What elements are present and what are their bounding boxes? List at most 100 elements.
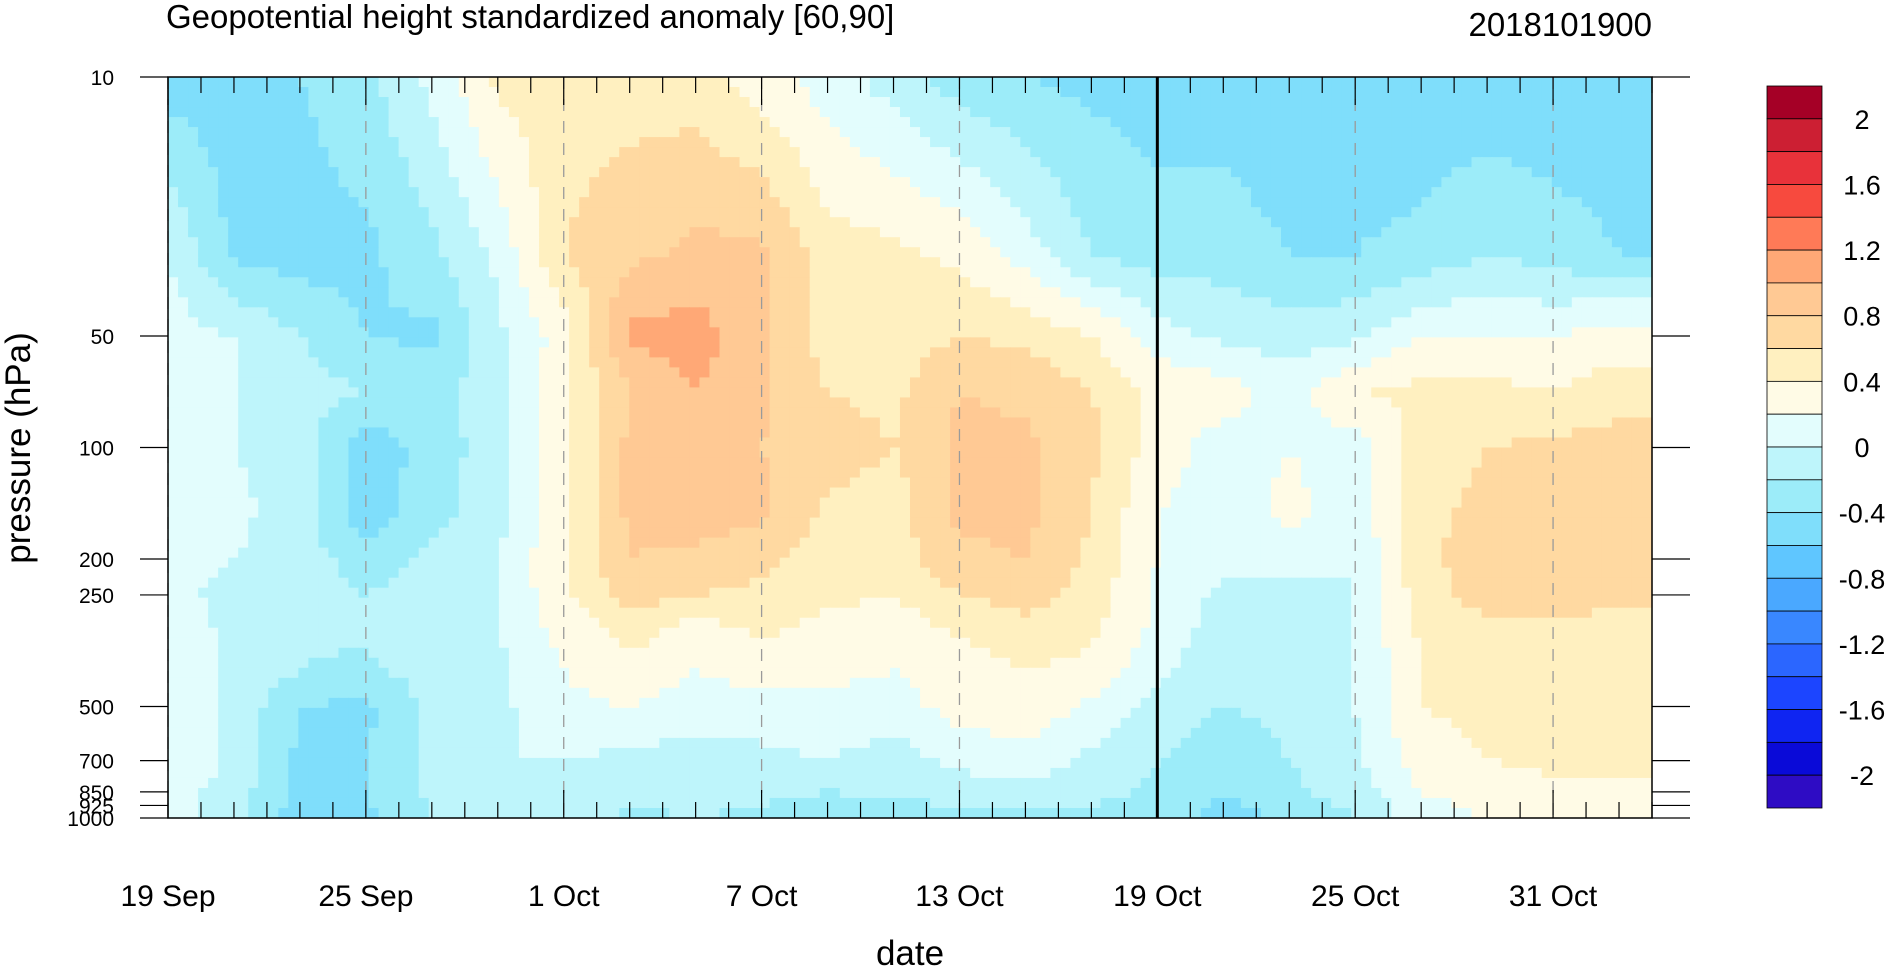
contour-cell <box>498 257 510 268</box>
contour-cell <box>168 317 179 328</box>
contour-cell <box>178 217 189 228</box>
contour-cell <box>669 147 680 158</box>
contour-cell <box>1210 267 1222 278</box>
contour-cell <box>238 277 249 288</box>
contour-cell <box>208 177 219 188</box>
contour-cell <box>789 317 801 328</box>
contour-cell <box>940 197 951 208</box>
contour-cell <box>358 307 370 318</box>
contour-cell <box>258 277 269 288</box>
contour-cell <box>679 387 691 399</box>
contour-cell <box>218 267 229 278</box>
contour-cell <box>1020 137 1031 148</box>
contour-cell <box>228 357 239 368</box>
contour-cell <box>579 187 590 198</box>
contour-cell <box>1571 387 1583 399</box>
contour-cell <box>248 157 259 168</box>
contour-cell <box>258 177 269 188</box>
contour-cell <box>1481 157 1493 168</box>
contour-cell <box>1050 397 1062 409</box>
contour-cell <box>940 137 951 148</box>
contour-cell <box>1361 97 1372 108</box>
contour-cell <box>1050 297 1062 308</box>
contour-cell <box>388 77 400 88</box>
contour-cell <box>288 227 299 238</box>
contour-cell <box>1401 177 1412 188</box>
contour-cell <box>769 157 781 168</box>
contour-cell <box>749 187 761 198</box>
contour-cell <box>288 127 299 138</box>
contour-cell <box>468 157 480 168</box>
contour-cell <box>1561 97 1573 108</box>
contour-cell <box>1451 367 1463 378</box>
contour-cell <box>488 107 500 118</box>
contour-cell <box>669 327 680 338</box>
contour-cell <box>358 387 370 399</box>
contour-cell <box>899 107 911 118</box>
contour-cell <box>1311 77 1322 88</box>
contour-cell <box>268 247 279 258</box>
contour-cell <box>579 307 590 318</box>
contour-cell <box>328 157 340 168</box>
contour-cell <box>358 197 370 208</box>
contour-cell <box>1170 167 1182 178</box>
contour-cell <box>358 87 370 98</box>
contour-cell <box>659 267 670 278</box>
contour-cell <box>549 377 560 389</box>
contour-cell <box>1611 377 1623 389</box>
contour-cell <box>1491 157 1503 168</box>
contour-cell <box>960 187 971 198</box>
contour-cell <box>288 167 299 178</box>
contour-cell <box>1140 137 1152 148</box>
contour-cell <box>709 87 721 98</box>
contour-cell <box>1010 167 1021 178</box>
contour-cell <box>1491 277 1503 288</box>
contour-cell <box>518 207 530 218</box>
contour-cell <box>1180 347 1192 358</box>
contour-cell <box>1140 387 1152 399</box>
contour-cell <box>1281 117 1292 128</box>
contour-cell <box>589 307 600 318</box>
contour-cell <box>1080 107 1092 118</box>
contour-cell <box>1301 77 1312 88</box>
contour-cell <box>539 207 550 218</box>
contour-cell <box>188 377 199 389</box>
contour-cell <box>950 147 961 158</box>
contour-cell <box>1371 177 1382 188</box>
contour-cell <box>1511 367 1523 378</box>
contour-cell <box>899 377 911 389</box>
contour-cell <box>920 207 931 218</box>
contour-cell <box>1030 317 1041 328</box>
contour-cell <box>1250 257 1262 268</box>
contour-cell <box>1200 297 1212 308</box>
contour-cell <box>869 207 881 218</box>
contour-cell <box>1250 297 1262 308</box>
contour-cell <box>298 287 309 298</box>
contour-cell <box>468 397 480 409</box>
contour-cell <box>458 87 470 98</box>
contour-cell <box>980 177 991 188</box>
contour-cell <box>438 177 450 188</box>
contour-cell <box>198 257 209 268</box>
contour-cell <box>1070 217 1082 228</box>
contour-cell <box>1190 397 1202 409</box>
contour-cell <box>930 317 941 328</box>
contour-cell <box>649 207 660 218</box>
contour-cell <box>1461 337 1473 348</box>
contour-cell <box>248 147 259 158</box>
contour-cell <box>1551 87 1563 98</box>
contour-cell <box>1431 117 1443 128</box>
contour-cell <box>1541 337 1553 348</box>
contour-cell <box>1631 217 1643 228</box>
contour-cell <box>1060 247 1072 258</box>
contour-cell <box>639 297 650 308</box>
contour-cell <box>1401 367 1412 378</box>
contour-cell <box>1130 347 1142 358</box>
contour-cell <box>980 297 991 308</box>
contour-cell <box>208 317 219 328</box>
contour-cell <box>258 127 269 138</box>
contour-cell <box>689 287 701 298</box>
contour-cell <box>1140 157 1152 168</box>
contour-cell <box>759 327 771 338</box>
contour-cell <box>819 297 831 308</box>
